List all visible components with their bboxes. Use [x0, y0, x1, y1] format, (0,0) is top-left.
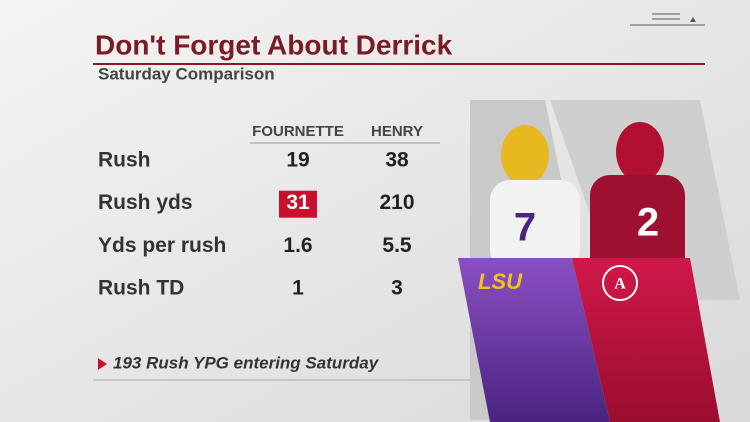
row-label: Yds per rush: [98, 234, 226, 257]
lsu-panel: [458, 258, 610, 422]
subtitle: Saturday Comparison: [98, 64, 275, 83]
stat-value: 3: [391, 277, 403, 300]
lsu-logo: LSU: [478, 269, 523, 294]
stat-value: 31: [286, 191, 310, 214]
highlight-box: [279, 190, 317, 218]
menu-icon: [630, 13, 705, 26]
alabama-panel: [572, 258, 720, 422]
column-header: HENRY: [371, 123, 423, 140]
stat-value: 1.6: [283, 234, 312, 257]
stat-value: 5.5: [382, 234, 412, 257]
row-label: Rush yds: [98, 191, 193, 214]
svg-text:7: 7: [514, 206, 536, 250]
footnote: 193 Rush YPG entering Saturday: [113, 353, 380, 372]
player-fournette: 7: [490, 125, 580, 270]
stat-value: 1: [292, 277, 304, 300]
column-header: FOURNETTE: [252, 123, 344, 140]
alabama-logo-a: A: [614, 276, 626, 293]
footnote-bullet: [98, 358, 107, 370]
stat-value: 210: [379, 191, 414, 214]
player-henry: 2: [590, 122, 685, 280]
menu-arrow: [690, 17, 696, 22]
alabama-logo: [602, 265, 638, 301]
title: Don't Forget About Derrick: [95, 29, 453, 60]
row-label: Rush: [98, 149, 151, 172]
row-label: Rush TD: [98, 277, 184, 300]
svg-text:2: 2: [637, 201, 659, 245]
stat-value: 38: [385, 149, 409, 172]
stat-value: 19: [286, 149, 309, 172]
